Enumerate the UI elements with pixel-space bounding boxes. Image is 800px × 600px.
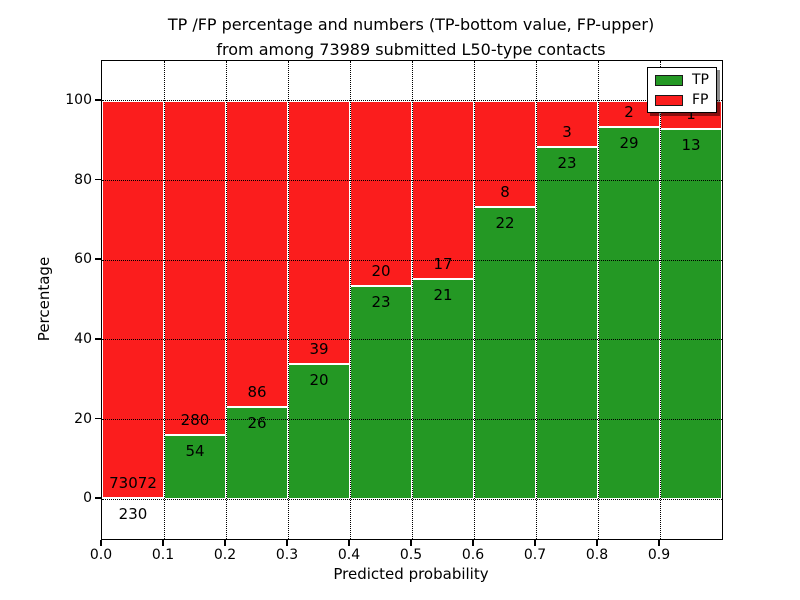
legend-swatch-tp [655,74,683,86]
gridline-vertical [473,61,475,539]
count-label-tp: 22 [495,214,515,233]
gridline-vertical [597,61,599,539]
x-tick-mark [286,540,288,546]
chart-title: TP /FP percentage and numbers (TP-bottom… [101,12,721,62]
plot-area: 73072 230 280 54 86 26 39 20 20 23 17 21 8 22 3 23 2 29 1 1… [101,60,723,540]
count-label-fp: 280 [180,410,210,429]
x-tick-label: 0.6 [461,547,485,563]
x-tick-label: 0.8 [585,547,609,563]
gridline-vertical [287,61,289,539]
y-tick-label: 20 [74,410,92,427]
count-label-fp: 86 [247,382,267,401]
bar-segment-fp [102,100,164,498]
gridline-vertical [225,61,227,539]
count-label-tp: 23 [557,153,577,172]
x-tick-label: 0.4 [337,547,361,563]
y-tick-mark [95,178,101,181]
legend-entry: TP [655,73,709,87]
x-tick-label: 0.9 [647,547,671,563]
bar-segment-fp [350,100,412,287]
count-label-tp: 26 [247,413,267,432]
gridline-vertical [659,61,661,539]
legend-swatch-fp [655,94,683,106]
y-tick-label: 40 [74,330,92,347]
x-tick-label: 0.5 [399,547,423,563]
y-axis-label: Percentage [35,256,53,342]
count-label-fp: 2 [624,102,634,121]
bar-segment-tp [474,207,536,500]
legend: TP FP [647,67,717,113]
gridline-vertical [535,61,537,539]
gridline-vertical [411,61,413,539]
y-tick-mark [95,417,101,420]
legend-label-tp: TP [692,72,709,88]
count-label-tp: 54 [185,441,205,460]
bar-segment-tp [226,406,288,500]
count-label-fp: 73072 [109,473,157,492]
bar-segment-tp [660,129,722,500]
x-tick-mark [534,540,536,546]
bar-segment-tp [164,434,226,500]
y-tick-mark [95,258,101,260]
y-tick-label: 60 [74,251,92,268]
gridline-vertical [163,61,165,539]
bar-segment-fp [288,100,350,365]
bar-segment-tp [412,279,474,500]
count-label-fp: 39 [309,340,329,359]
y-tick-mark [95,338,101,340]
count-label-tp: 21 [433,286,453,305]
chart-title-line1: TP /FP percentage and numbers (TP-bottom… [167,15,655,34]
x-tick-label: 0.0 [89,547,113,563]
x-tick-mark [410,540,412,546]
bar-segment-tp [598,126,660,500]
x-tick-mark [472,540,474,546]
bar-segment-fp [226,100,288,407]
legend-label-fp: FP [692,92,709,108]
x-tick-label: 0.7 [523,547,547,563]
x-tick-mark [596,540,598,546]
x-tick-mark [100,540,102,546]
x-tick-mark [224,540,226,546]
x-tick-label: 0.3 [275,547,299,563]
x-tick-label: 0.2 [213,547,237,563]
count-label-tp: 29 [619,133,639,152]
x-tick-mark [348,540,350,546]
bar-segment-tp [536,146,598,500]
y-tick-label: 80 [74,171,92,188]
y-tick-mark [95,99,101,101]
chart-title-line2: from among 73989 submitted L50-type cont… [216,40,606,59]
y-tick-label: 100 [65,91,92,108]
y-tick-mark [95,497,101,499]
count-label-tp: 23 [371,293,391,312]
count-label-fp: 3 [562,122,572,141]
x-axis-label: Predicted probability [333,565,489,583]
x-tick-label: 0.1 [151,547,175,563]
count-label-fp: 20 [371,262,391,281]
count-label-tp: 13 [681,136,701,155]
count-label-tp: 230 [118,504,148,523]
legend-entry: FP [655,93,709,107]
count-label-tp: 20 [309,371,329,390]
gridline-vertical [349,61,351,539]
y-tick-label: 0 [83,490,92,507]
count-label-fp: 8 [500,183,510,202]
x-tick-mark [162,540,164,546]
count-label-fp: 1 [686,105,696,124]
x-tick-mark [658,540,660,546]
bar-segment-tp [350,286,412,500]
count-label-fp: 17 [433,255,453,274]
